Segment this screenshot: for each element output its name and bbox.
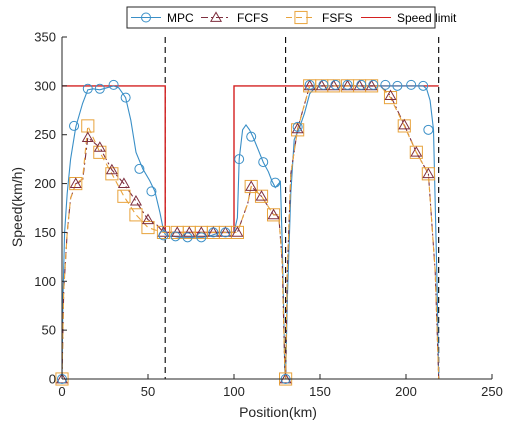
data-point — [207, 226, 220, 237]
legend-label: Speed limit — [397, 11, 457, 25]
data-point — [330, 79, 341, 90]
y-tick-label: 50 — [42, 323, 56, 338]
data-point — [410, 146, 423, 157]
data-point — [418, 80, 429, 91]
x-tick-label: 250 — [481, 384, 503, 399]
data-point — [270, 177, 281, 188]
y-tick-label: 200 — [34, 176, 56, 191]
data-point — [93, 141, 106, 152]
data-point — [129, 194, 142, 206]
data-point — [255, 190, 268, 201]
data-point — [208, 227, 219, 238]
legend-box — [126, 6, 436, 29]
data-point — [117, 177, 130, 188]
y-tick-label: 0 — [49, 372, 56, 387]
data-point — [196, 232, 207, 243]
data-point — [423, 124, 434, 135]
plot-area — [55, 37, 440, 386]
data-point — [105, 163, 118, 175]
y-tick-label: 350 — [34, 30, 56, 45]
data-point — [81, 131, 94, 143]
data-point — [234, 154, 245, 165]
data-point — [406, 79, 417, 90]
x-tick-label: 0 — [58, 384, 65, 399]
series-line — [62, 85, 440, 380]
x-axis-label: Position(km) — [239, 404, 317, 420]
data-point — [170, 231, 181, 242]
y-tick-label: 250 — [34, 127, 56, 142]
data-point — [108, 79, 119, 90]
data-point — [392, 80, 403, 91]
data-point — [368, 79, 379, 90]
data-point — [231, 226, 244, 237]
data-point — [245, 180, 258, 191]
data-point — [258, 157, 269, 168]
data-point — [279, 372, 292, 384]
data-point — [141, 12, 151, 23]
data-point — [422, 167, 435, 179]
data-point — [55, 372, 69, 384]
data-point — [82, 83, 93, 94]
data-point — [356, 79, 367, 90]
data-point — [117, 189, 131, 203]
data-point — [146, 186, 157, 197]
x-tick-label: 150 — [309, 384, 331, 399]
x-tick-label: 100 — [223, 384, 245, 399]
legend-label: FCFS — [237, 11, 268, 25]
data-point — [94, 83, 105, 94]
data-point — [342, 79, 353, 90]
legend-label: FSFS — [322, 11, 353, 25]
data-point — [291, 122, 304, 134]
data-point — [380, 79, 391, 90]
data-point — [195, 226, 208, 237]
y-tick-label: 100 — [34, 274, 56, 289]
data-point — [69, 177, 82, 188]
y-tick-label: 300 — [34, 78, 56, 93]
data-point — [134, 163, 145, 174]
data-point — [158, 230, 169, 241]
data-point — [267, 208, 280, 220]
data-point — [69, 120, 80, 131]
data-point — [294, 10, 308, 25]
data-point — [182, 232, 193, 243]
data-point — [129, 208, 143, 222]
legend-label: MPC — [167, 11, 194, 25]
y-axis-label: Speed(km/h) — [9, 167, 25, 247]
data-point — [120, 92, 131, 103]
data-point — [383, 91, 398, 105]
data-point — [384, 89, 397, 101]
data-point — [398, 118, 411, 130]
x-tick-label: 200 — [395, 384, 417, 399]
data-point — [183, 226, 196, 237]
data-point — [246, 131, 257, 142]
data-point — [209, 11, 223, 22]
data-point — [292, 121, 303, 132]
data-point — [141, 213, 155, 225]
data-point — [219, 226, 232, 237]
axes: 0 50 100 150 200 250 0 50 100 150 200 250 300 350 — [34, 30, 503, 400]
data-point — [105, 167, 119, 181]
x-tick-label: 50 — [141, 384, 155, 399]
data-point — [304, 79, 315, 90]
data-point — [220, 227, 231, 238]
data-point — [318, 79, 329, 90]
legend: MPC FCFS FSFS Speed limit — [126, 6, 457, 29]
y-tick-label: 150 — [34, 225, 56, 240]
data-point — [93, 145, 107, 159]
data-point — [141, 220, 155, 235]
